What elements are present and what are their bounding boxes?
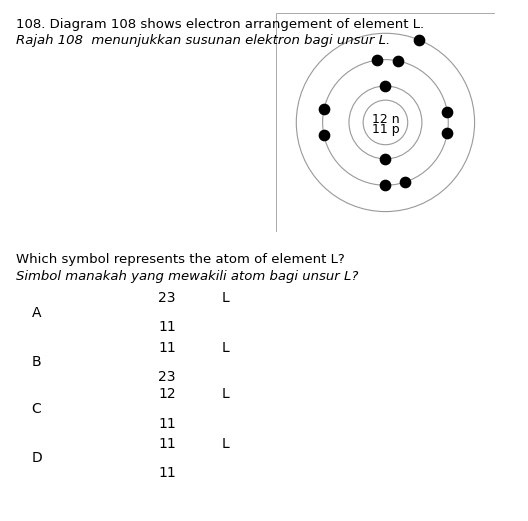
Point: [320, 131, 328, 140]
Text: 11 p: 11 p: [372, 123, 399, 136]
Text: Which symbol represents the atom of element L?: Which symbol represents the atom of elem…: [16, 253, 345, 266]
Text: 23: 23: [158, 291, 176, 305]
Text: L: L: [222, 341, 230, 354]
Point: [372, 56, 381, 65]
Text: 108. Diagram 108 shows electron arrangement of element L.: 108. Diagram 108 shows electron arrangem…: [16, 18, 424, 31]
Text: 11: 11: [158, 437, 176, 451]
Text: 12 n: 12 n: [372, 113, 399, 126]
Text: 11: 11: [158, 417, 176, 430]
Text: 23: 23: [158, 370, 176, 383]
Text: 11: 11: [158, 341, 176, 354]
Text: Simbol manakah yang mewakili atom bagi unsur L?: Simbol manakah yang mewakili atom bagi u…: [16, 270, 358, 283]
Point: [381, 155, 390, 163]
Point: [401, 178, 409, 187]
Point: [443, 129, 451, 138]
Point: [381, 82, 390, 90]
Text: B: B: [32, 355, 41, 369]
Text: C: C: [32, 402, 41, 416]
Text: 11: 11: [158, 320, 176, 334]
Text: 11: 11: [158, 466, 176, 480]
Text: L: L: [222, 291, 230, 305]
Text: L: L: [222, 388, 230, 401]
Circle shape: [363, 100, 408, 145]
Point: [320, 105, 328, 114]
Text: L: L: [222, 437, 230, 451]
Point: [414, 35, 423, 44]
Point: [443, 107, 451, 116]
Point: [381, 181, 390, 190]
Text: 12: 12: [158, 388, 176, 401]
Text: D: D: [32, 452, 42, 465]
Text: Rajah 108  menunjukkan susunan elektron bagi unsur L.: Rajah 108 menunjukkan susunan elektron b…: [16, 34, 390, 47]
Text: A: A: [32, 306, 41, 319]
Point: [394, 57, 403, 65]
